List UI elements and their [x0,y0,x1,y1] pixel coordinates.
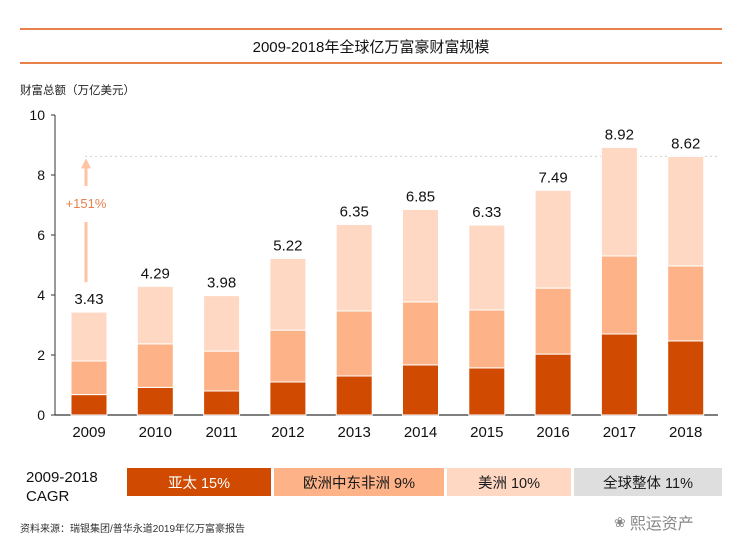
bar-segment-americas [136,285,174,345]
bar-segment-emea [402,301,439,366]
bar-segment-americas [468,224,506,311]
chart-title: 2009-2018年全球亿万富豪财富规模 [252,39,490,56]
bar-segment-asia-pacific [534,353,572,416]
x-tick-label: 2012 [271,424,304,441]
bar-segment-americas [402,209,439,303]
bar-total-label: 4.29 [141,265,170,282]
cagr-box-emea: 欧洲中东非洲 9% [274,468,444,496]
x-tick-label: 2017 [603,424,636,441]
y-tick-label: 10 [29,107,45,123]
bar-segment-emea [534,287,572,355]
bar-total-label: 7.49 [538,169,567,186]
bar-total-label: 8.62 [671,135,700,152]
y-tick-label: 2 [37,347,45,363]
cagr-box-asia-pacific: 亚太 15% [127,468,271,496]
stacked-bar-chart: 0 2 4 6 8 10 3.43 2009 4.29 2010 3.98 2011 5.22 2012… [29,107,718,441]
source-note: 资料来源：瑞银集团/普华永道2019年亿万富豪报告 [20,524,246,535]
bar-segment-asia-pacific [600,333,638,416]
bar-segment-americas [667,155,705,267]
bar-segment-asia-pacific [667,340,705,416]
x-tick-label: 2018 [669,424,702,441]
bar-total-label: 6.33 [472,204,501,221]
bar-segment-asia-pacific [136,386,174,416]
title-bottom-rule [20,62,722,64]
cagr-box-americas: 美洲 10% [447,468,571,496]
bar-segment-emea [136,343,174,388]
x-tick-label: 2015 [470,424,503,441]
bar-segment-emea [600,255,638,335]
y-tick-label: 4 [37,287,45,303]
y-tick-label: 8 [37,167,45,183]
y-tick-label: 0 [37,407,45,423]
growth-arrow-head-icon [81,158,91,169]
x-tick-label: 2014 [404,424,437,441]
bar-total-label: 3.43 [74,291,103,308]
bar-segment-emea [667,265,705,342]
bar-segment-americas [600,146,638,257]
x-tick-label: 2011 [205,424,237,441]
x-tick-label: 2013 [338,424,371,441]
bar-total-label: 8.92 [605,126,634,143]
bar-total-label: 6.85 [406,189,435,206]
x-tick-label: 2010 [139,424,172,441]
y-axis-title: 财富总额（万亿美元） [20,85,135,97]
bar-segment-emea [269,329,307,383]
cagr-label-line1: 2009-2018 [26,469,98,486]
bar-segment-asia-pacific [70,394,108,416]
bar-segment-emea [203,350,241,392]
title-top-rule [20,28,722,30]
y-tick-label: 6 [37,227,45,243]
bar-segment-americas [335,224,373,312]
cagr-label-line2: CAGR [26,488,70,505]
cagr-box-global: 全球整体 11% [574,468,722,496]
wechat-icon: ❀ [614,513,626,530]
cagr-label: 2009-2018 CAGR [26,468,98,506]
x-tick-label: 2009 [72,424,105,441]
watermark: ❀ 熙运资产 [614,510,694,534]
growth-annotation-label: +151% [66,196,107,211]
bar-segment-americas [203,295,241,352]
bar-segment-asia-pacific [203,390,241,416]
bar-segment-asia-pacific [335,375,373,416]
bar-segment-americas [534,189,572,289]
bar-total-label: 5.22 [273,237,302,254]
watermark-text: 熙运资产 [629,516,694,533]
bar-total-label: 6.35 [340,204,369,221]
bar-segment-emea [468,309,506,369]
bar-segment-asia-pacific [402,364,439,416]
bar-segment-americas [269,257,307,331]
bar-total-label: 3.98 [207,275,236,292]
bar-segment-emea [70,360,108,396]
bar-segment-asia-pacific [468,367,506,416]
x-tick-label: 2016 [536,424,569,441]
bar-segment-asia-pacific [269,381,307,416]
bar-segment-americas [70,311,108,362]
bar-segment-emea [335,310,373,377]
